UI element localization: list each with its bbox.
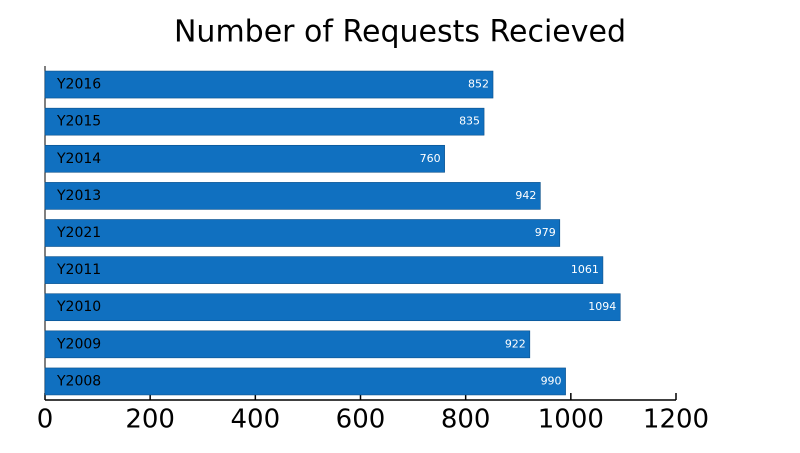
category-label: Y2008 xyxy=(56,373,101,389)
bar xyxy=(44,219,561,247)
x-tick-label: 1000 xyxy=(538,405,604,435)
category-label: Y2016 xyxy=(56,77,101,93)
value-label: 922 xyxy=(505,337,526,350)
value-label: 1061 xyxy=(571,263,599,276)
x-tick-label: 0 xyxy=(37,405,54,435)
category-label: Y2021 xyxy=(56,225,101,241)
category-label: Y2015 xyxy=(56,114,101,130)
x-tick-label: 400 xyxy=(231,405,281,435)
category-label: Y2013 xyxy=(56,188,101,204)
bar xyxy=(44,256,604,284)
bar xyxy=(44,182,541,210)
value-label: 760 xyxy=(420,152,441,165)
chart-title: Number of Requests Recieved xyxy=(174,15,626,50)
bar xyxy=(44,367,566,396)
category-label: Y2009 xyxy=(56,336,101,352)
category-label: Y2011 xyxy=(56,262,101,278)
bar xyxy=(44,107,485,136)
value-label: 979 xyxy=(535,226,556,239)
x-tick-label: 200 xyxy=(125,405,175,435)
category-label: Y2010 xyxy=(56,299,101,315)
x-tick-label: 800 xyxy=(441,405,491,435)
x-tick-label: 1200 xyxy=(643,405,709,435)
bar xyxy=(44,293,621,322)
value-label: 852 xyxy=(468,78,489,91)
value-label: 942 xyxy=(515,189,536,202)
x-tick-label: 600 xyxy=(336,405,386,435)
category-label: Y2014 xyxy=(56,151,101,167)
bar xyxy=(44,330,531,359)
value-label: 835 xyxy=(459,115,480,128)
value-label: 1094 xyxy=(588,300,616,313)
bar xyxy=(44,70,494,99)
value-label: 990 xyxy=(541,374,562,387)
bar xyxy=(44,144,445,173)
